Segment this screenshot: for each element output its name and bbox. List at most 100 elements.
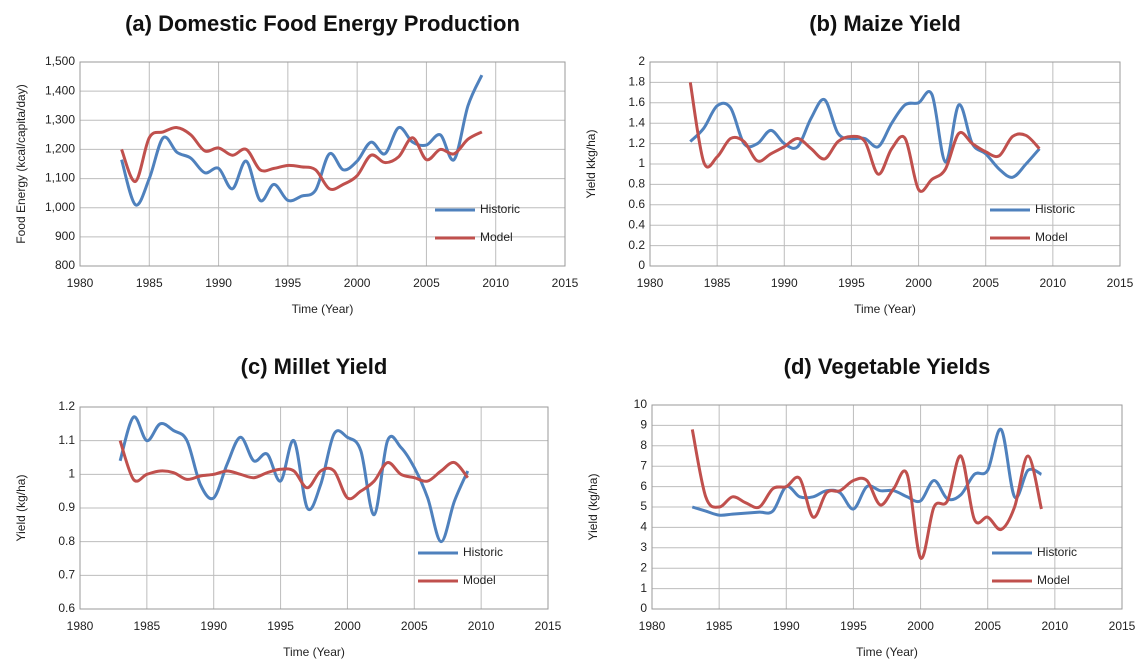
x-tick-label: 1990 — [200, 619, 227, 633]
y-axis-label: Food Energy (kcal/capita/day) — [14, 84, 28, 243]
chart-title: (a) Domestic Food Energy Production — [125, 11, 520, 36]
x-tick-label: 2015 — [535, 619, 562, 633]
x-tick-label: 2005 — [413, 276, 440, 290]
x-tick-label: 1990 — [771, 276, 798, 290]
y-tick-label: 5 — [640, 499, 647, 513]
legend-label: Model — [463, 573, 496, 587]
x-tick-label: 2005 — [401, 619, 428, 633]
x-tick-label: 2000 — [334, 619, 361, 633]
x-tick-label: 1985 — [134, 619, 161, 633]
legend-label: Historic — [463, 545, 503, 559]
y-tick-label: 1,400 — [45, 83, 75, 97]
y-tick-label: 6 — [640, 479, 647, 493]
y-tick-label: 900 — [55, 229, 75, 243]
y-tick-label: 0.7 — [58, 568, 75, 582]
x-tick-label: 2015 — [1109, 619, 1136, 633]
y-tick-label: 0.8 — [628, 177, 645, 191]
x-tick-label: 2010 — [482, 276, 509, 290]
y-tick-label: 0 — [638, 258, 645, 272]
x-tick-label: 2000 — [907, 619, 934, 633]
y-tick-label: 1,300 — [45, 112, 75, 126]
y-tick-label: 1.6 — [628, 95, 645, 109]
panel: (d) Vegetable Yields 0 1 2 3 4 5 6 7 8 9 10 1980 1985… — [586, 354, 1135, 659]
data-line — [688, 82, 1041, 193]
y-tick-label: 1 — [68, 467, 75, 481]
y-tick-label: 8 — [640, 438, 647, 452]
x-tick-label: 2005 — [972, 276, 999, 290]
legend-label: Historic — [1037, 545, 1077, 559]
x-tick-label: 1995 — [275, 276, 302, 290]
panel: (b) Maize Yield 0 0.2 0.4 0.6 0.8 1 1.2 1.4 1.6 1.… — [584, 11, 1133, 316]
y-tick-label: 1.4 — [628, 115, 645, 129]
x-tick-label: 1990 — [205, 276, 232, 290]
y-axis-label: Yield kkg/ha) — [584, 130, 598, 199]
x-tick-label: 1980 — [67, 276, 94, 290]
y-tick-label: 9 — [640, 418, 647, 432]
chart-title: (d) Vegetable Yields — [784, 354, 991, 379]
y-tick-label: 1,200 — [45, 142, 75, 156]
y-tick-label: 1.2 — [628, 136, 645, 150]
legend-label: Model — [480, 230, 513, 244]
x-tick-label: 1995 — [840, 619, 867, 633]
x-tick-label: 1985 — [136, 276, 163, 290]
x-axis-label: Time (Year) — [856, 645, 918, 659]
y-tick-label: 0.6 — [628, 197, 645, 211]
chart-title: (b) Maize Yield — [809, 11, 961, 36]
y-tick-label: 1 — [638, 156, 645, 170]
data-line — [690, 429, 1043, 560]
y-tick-label: 1.8 — [628, 75, 645, 89]
y-tick-label: 1,500 — [45, 54, 75, 68]
legend-label: Historic — [480, 202, 520, 216]
y-tick-label: 1.2 — [58, 399, 75, 413]
y-tick-label: 0.6 — [58, 601, 75, 615]
x-tick-label: 1980 — [67, 619, 94, 633]
data-line — [118, 415, 470, 544]
y-tick-label: 0.9 — [58, 500, 75, 514]
y-tick-label: 2 — [640, 560, 647, 574]
y-axis-label: Yield (kg/ha) — [586, 474, 600, 541]
panel: (c) Millet Yield 0.6 0.7 0.8 0.9 1 1.1 1.2 1980 1… — [14, 354, 561, 659]
x-axis-label: Time (Year) — [292, 302, 354, 316]
legend-label: Model — [1037, 573, 1070, 587]
plot-frame — [651, 404, 1123, 610]
panel: (a) Domestic Food Energy Production 800 90… — [14, 11, 578, 316]
y-tick-label: 0.2 — [628, 238, 645, 252]
y-tick-label: 10 — [634, 397, 648, 411]
data-line — [120, 126, 483, 191]
x-tick-label: 1985 — [704, 276, 731, 290]
y-tick-label: 800 — [55, 258, 75, 272]
plot-frame — [79, 406, 549, 610]
y-tick-label: 4 — [640, 520, 647, 534]
x-axis-label: Time (Year) — [854, 302, 916, 316]
x-tick-label: 2010 — [468, 619, 495, 633]
legend-label: Historic — [1035, 202, 1075, 216]
y-tick-label: 3 — [640, 540, 647, 554]
x-tick-label: 1995 — [838, 276, 865, 290]
x-tick-label: 1980 — [639, 619, 666, 633]
data-line — [118, 440, 469, 501]
x-tick-label: 2005 — [974, 619, 1001, 633]
y-tick-label: 0 — [640, 601, 647, 615]
chart-title: (c) Millet Yield — [241, 354, 388, 379]
x-tick-label: 2000 — [905, 276, 932, 290]
x-tick-label: 2015 — [1107, 276, 1134, 290]
x-tick-label: 1990 — [773, 619, 800, 633]
y-axis-label: Yield (kg/ha) — [14, 475, 28, 542]
plot-frame — [79, 61, 566, 267]
data-line — [691, 427, 1043, 517]
y-tick-label: 7 — [640, 458, 647, 472]
x-tick-label: 1985 — [706, 619, 733, 633]
plot-frame — [649, 61, 1121, 267]
data-line — [120, 74, 484, 207]
x-axis-label: Time (Year) — [283, 645, 345, 659]
y-tick-label: 1 — [640, 581, 647, 595]
y-tick-label: 1,100 — [45, 171, 75, 185]
legend-label: Model — [1035, 230, 1068, 244]
x-tick-label: 2010 — [1040, 276, 1067, 290]
x-tick-label: 1995 — [267, 619, 294, 633]
x-tick-label: 2010 — [1042, 619, 1069, 633]
y-tick-label: 0.8 — [58, 534, 75, 548]
x-tick-label: 2015 — [552, 276, 579, 290]
x-tick-label: 2000 — [344, 276, 371, 290]
